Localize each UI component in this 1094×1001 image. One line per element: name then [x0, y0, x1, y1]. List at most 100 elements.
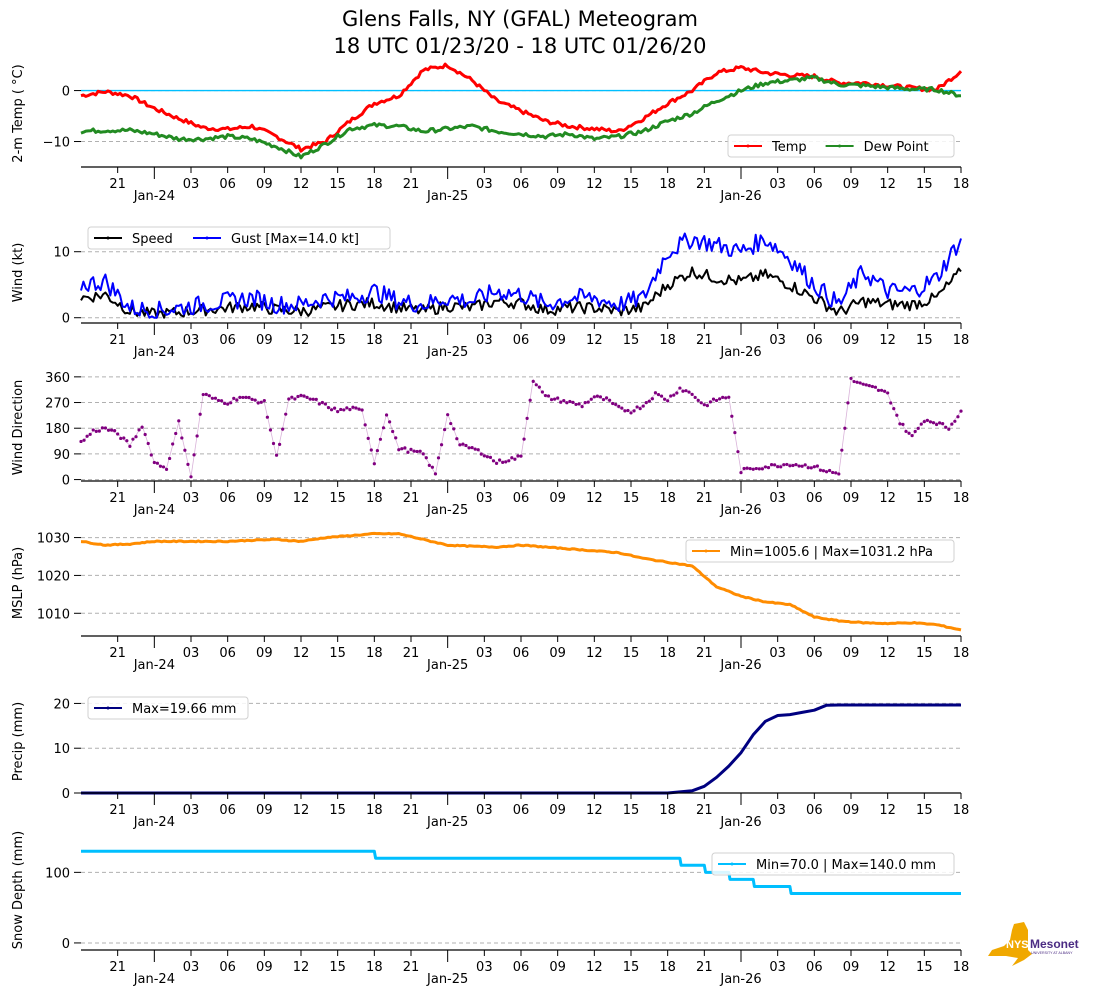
- wind-direction-point: [189, 475, 193, 479]
- x-tick-label: 21: [696, 177, 713, 192]
- wind-direction-point: [158, 464, 163, 468]
- wind-direction-point: [684, 389, 688, 393]
- wind-direction-point: [543, 393, 548, 398]
- wind-direction-point: [201, 392, 205, 397]
- wind-direction-point: [956, 415, 960, 419]
- wind-direction-point: [281, 427, 285, 431]
- wind-direction-point: [931, 421, 936, 425]
- logo-sub-text: UNIVERSITY AT ALBANY: [1031, 951, 1073, 955]
- wind-direction-point: [213, 396, 218, 400]
- wind-direction-point: [207, 394, 211, 398]
- logo-brand-text: Mesonet: [1030, 937, 1079, 951]
- wind-direction-point: [672, 393, 676, 397]
- x-tick-label: 15: [329, 333, 346, 348]
- legend-marker: [838, 144, 842, 148]
- wind-direction-point: [97, 429, 101, 433]
- x-tick-label: 06: [513, 646, 530, 661]
- wind-direction-point: [892, 407, 896, 411]
- wind-direction-point: [641, 404, 645, 408]
- wind-direction-point: [479, 452, 483, 456]
- wind-direction-point: [580, 405, 584, 409]
- wind-direction-point: [754, 466, 758, 471]
- wind-direction-point: [418, 449, 422, 453]
- wind-direction-point: [183, 448, 187, 452]
- wind-direction-point: [223, 401, 227, 406]
- wind-direction-point: [889, 401, 893, 405]
- wind-direction-point: [623, 409, 627, 413]
- wind-direction-point: [608, 398, 612, 402]
- x-tick-label: 21: [696, 803, 713, 818]
- wind-direction-point: [904, 429, 908, 434]
- legend-marker: [106, 236, 110, 240]
- wind-direction-point: [180, 436, 184, 440]
- wind-direction-point: [656, 392, 661, 397]
- wind-direction-point: [794, 462, 798, 467]
- x-major-tick-label: Jan-25: [426, 189, 468, 204]
- x-tick-label: 15: [329, 646, 346, 661]
- x-tick-label: 12: [586, 491, 603, 506]
- x-tick-label: 06: [806, 333, 823, 348]
- wind-direction-point: [824, 470, 829, 474]
- wind-direction-point: [574, 402, 578, 407]
- wind-direction-point: [88, 432, 92, 436]
- x-tick-label: 18: [953, 491, 970, 506]
- x-major-tick-label: Jan-24: [133, 815, 175, 830]
- wind-direction-point: [873, 385, 878, 389]
- wind-direction-point: [556, 396, 560, 400]
- wind-direction-point: [336, 410, 340, 414]
- wind-direction-point: [629, 411, 633, 415]
- wind-direction-point: [650, 397, 654, 401]
- panel-wind: 0 10 Wind (kt) 21 03 06 09 12 15 18 21 03 06 09 12 15 18…: [11, 226, 969, 360]
- wind-direction-point: [168, 456, 172, 461]
- wind-direction-point: [727, 395, 731, 399]
- wind-direction-point: [632, 409, 636, 413]
- wind-direction-point: [562, 399, 566, 403]
- wind-direction-point: [861, 382, 865, 386]
- x-tick-label: 18: [953, 646, 970, 661]
- x-tick-label: 09: [843, 491, 860, 506]
- x-tick-label: 09: [843, 333, 860, 348]
- x-tick-label: 15: [623, 177, 640, 192]
- wind-direction-point: [268, 428, 273, 432]
- x-major-tick-label: Jan-26: [719, 658, 761, 673]
- wind-direction-point: [867, 384, 871, 388]
- wind-direction-point: [278, 442, 282, 446]
- x-tick-label: 06: [219, 177, 236, 192]
- wind-direction-point: [491, 459, 496, 463]
- wind-direction-point: [174, 431, 178, 436]
- logo-nys-text: NYS: [1006, 939, 1029, 951]
- x-tick-label: 12: [586, 177, 603, 192]
- x-tick-label: 21: [696, 491, 713, 506]
- wind-direction-point: [898, 422, 902, 426]
- x-tick-label: 18: [953, 960, 970, 975]
- wind-direction-point: [626, 408, 630, 413]
- x-tick-label: 03: [769, 333, 786, 348]
- wind-direction-point: [259, 400, 263, 404]
- wind-direction-point: [320, 400, 324, 405]
- y-tick-label: 270: [45, 397, 70, 412]
- x-tick-label: 18: [953, 803, 970, 818]
- x-tick-label: 18: [659, 491, 676, 506]
- x-tick-label: 18: [366, 803, 383, 818]
- wind-direction-point: [635, 405, 639, 409]
- wind-direction-point: [663, 397, 667, 401]
- wind-direction-point: [528, 398, 532, 402]
- wind-direction-point: [348, 407, 352, 412]
- x-tick-label: 09: [843, 803, 860, 818]
- x-tick-label: 15: [916, 960, 933, 975]
- x-major-tick-label: Jan-26: [719, 815, 761, 830]
- wind-direction-point: [922, 420, 926, 424]
- wind-direction-point: [941, 421, 945, 426]
- x-tick-label: 12: [586, 803, 603, 818]
- wind-direction-point: [109, 428, 114, 432]
- x-tick-label: 09: [843, 646, 860, 661]
- wind-direction-point: [314, 397, 318, 401]
- x-tick-label: 03: [769, 960, 786, 975]
- x-tick-label: 15: [623, 646, 640, 661]
- x-tick-label: 21: [109, 333, 126, 348]
- wind-direction-point: [134, 435, 138, 439]
- wind-direction-point: [757, 467, 761, 471]
- legend: Min=1005.6 | Max=1031.2 hPa: [685, 539, 955, 563]
- x-major-tick-label: Jan-26: [719, 503, 761, 518]
